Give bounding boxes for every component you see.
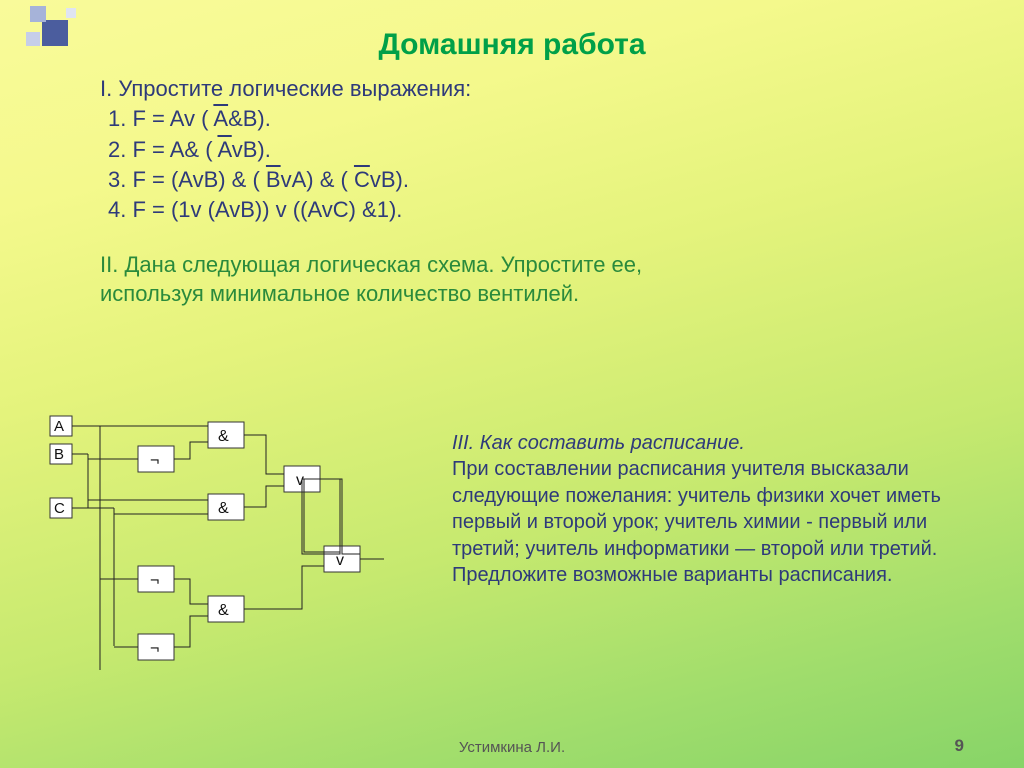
logic-diagram: A B C ¬ & & v ¬ ¬ & v: [40, 398, 400, 708]
section-3-body: При составлении расписания учителя выска…: [452, 458, 941, 586]
input-A: A: [50, 416, 72, 436]
svg-text:C: C: [54, 500, 65, 517]
section-3-lead: III. Как составить расписание.: [452, 432, 745, 454]
input-B: B: [50, 444, 72, 464]
section-2-line1: II. Дана следующая логическая схема. Упр…: [100, 250, 944, 280]
corner-decoration: [0, 0, 80, 80]
page-title: Домашняя работа: [0, 0, 1024, 62]
section-2-line2: используя минимальное количество вентиле…: [100, 279, 944, 309]
section-1-heading: I. Упростите логические выражения:: [100, 74, 944, 104]
gate-and3: &: [208, 596, 244, 622]
gate-not1: ¬: [138, 446, 174, 472]
svg-text:&: &: [218, 602, 229, 619]
footer-author: Устимкина Л.И.: [0, 739, 1024, 756]
gate-and2: &: [208, 494, 244, 520]
svg-text:v: v: [296, 472, 304, 489]
expression-4: 4. F = (1v (AvB)) v ((AvC) &1).: [100, 195, 944, 225]
expression-2: 2. F = A& ( AvB).: [100, 135, 944, 165]
section-2: II. Дана следующая логическая схема. Упр…: [100, 250, 944, 309]
gate-and1: &: [208, 422, 244, 448]
logic-diagram-svg: A B C ¬ & & v ¬ ¬ & v: [40, 398, 400, 708]
section-3: III. Как составить расписание. При соста…: [452, 430, 982, 588]
expression-1: 1. F = Av ( A&B).: [100, 104, 944, 134]
page-number: 9: [955, 736, 964, 756]
svg-text:A: A: [54, 418, 64, 435]
gate-not3: ¬: [138, 634, 174, 660]
gate-not2: ¬: [138, 566, 174, 592]
svg-text:&: &: [218, 500, 229, 517]
svg-text:B: B: [54, 446, 64, 463]
input-C: C: [50, 498, 72, 518]
section-1: I. Упростите логические выражения: 1. F …: [0, 62, 1024, 309]
svg-text:¬: ¬: [150, 452, 159, 469]
expression-3: 3. F = (AvB) & ( BvA) & ( CvB).: [100, 165, 944, 195]
slide: Домашняя работа I. Упростите логические …: [0, 0, 1024, 768]
svg-text:¬: ¬: [150, 572, 159, 589]
svg-text:&: &: [218, 428, 229, 445]
svg-text:¬: ¬: [150, 640, 159, 657]
svg-text:v: v: [336, 552, 344, 569]
